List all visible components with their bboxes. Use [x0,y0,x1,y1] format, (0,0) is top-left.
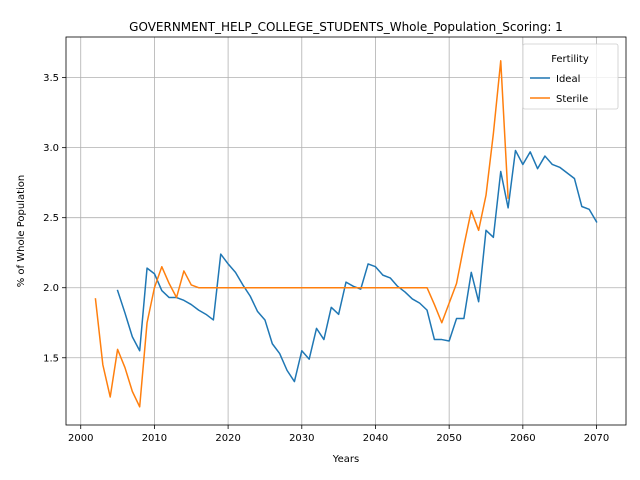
y-axis-label: % of Whole Population [16,175,27,288]
x-axis: 2000 2010 2020 2030 2040 2050 2060 2070 [68,425,609,444]
x-axis-label: Years [332,454,359,465]
x-tick-label: 2030 [289,433,314,444]
legend-label-ideal: Ideal [556,74,580,85]
y-tick-label: 3.0 [43,143,59,154]
chart-title: GOVERNMENT_HELP_COLLEGE_STUDENTS_Whole_P… [129,20,563,34]
legend-box [522,43,619,110]
legend-title: Fertility [551,54,589,65]
plot-area-frame [65,36,627,426]
x-tick-label: 2070 [584,433,609,444]
x-tick-label: 2000 [68,433,93,444]
x-tick-label: 2020 [215,433,240,444]
y-axis: 1.5 2.0 2.5 3.0 3.5 [43,73,66,364]
x-tick-label: 2010 [142,433,167,444]
legend: Fertility Ideal Sterile [522,43,619,110]
y-tick-label: 2.0 [43,283,59,294]
x-tick-label: 2050 [436,433,461,444]
y-tick-label: 2.5 [43,213,59,224]
y-tick-label: 3.5 [43,73,59,84]
series-layer [94,60,598,408]
x-tick-label: 2040 [363,433,388,444]
series-line-sterile [94,60,509,408]
legend-label-sterile: Sterile [556,94,588,105]
y-tick-label: 1.5 [43,353,59,364]
series-line-ideal [116,149,598,383]
x-tick-label: 2060 [510,433,535,444]
